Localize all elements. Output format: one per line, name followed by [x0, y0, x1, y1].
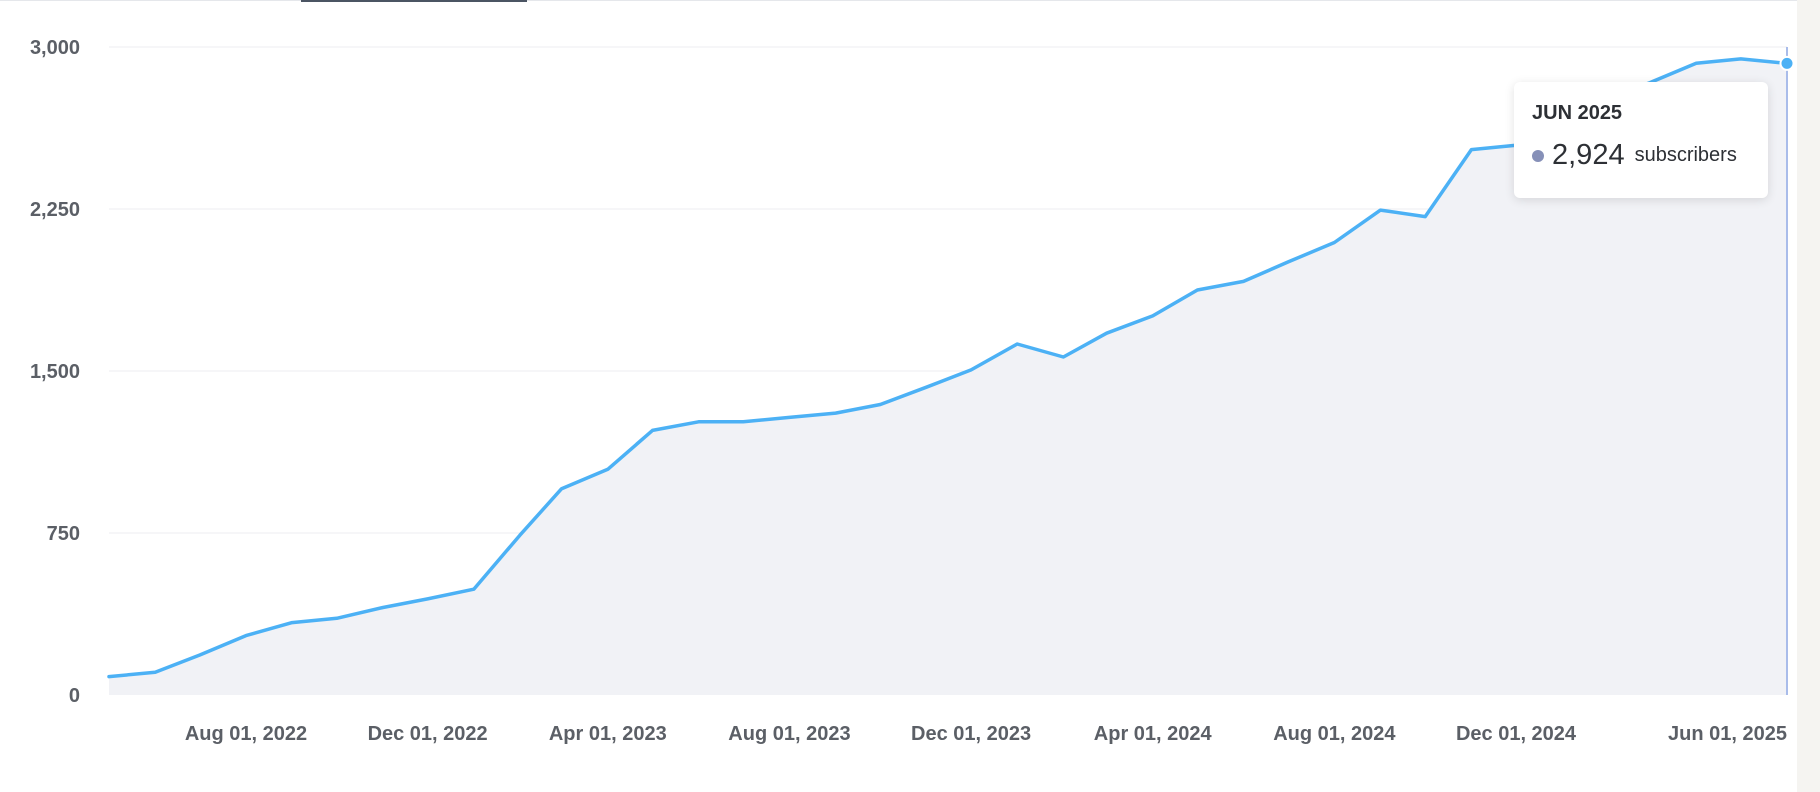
x-tick-label: Apr 01, 2023 [549, 723, 667, 745]
area-layer [109, 58, 1787, 695]
tooltip-unit: subscribers [1634, 144, 1737, 166]
series-dot-icon [1532, 149, 1544, 162]
tooltip-date: JUN 2025 [1532, 102, 1623, 124]
x-tick-label: Jun 01, 2025 [1668, 723, 1787, 745]
series-line [107, 57, 1789, 679]
y-tick-label: 750 [47, 523, 80, 545]
y-tick-label: 2,250 [30, 199, 80, 221]
x-tick-label: Dec 01, 2024 [1456, 723, 1577, 745]
active-tab-indicator[interactable] [301, 0, 527, 2]
y-axis-ticks: 0 750 1,500 2,250 3,000 [30, 37, 80, 707]
hover-point [1779, 55, 1795, 71]
y-tick-label: 1,500 [30, 361, 80, 383]
chart-tooltip: JUN 2025 2,924 subscribers [1514, 82, 1768, 198]
y-tick-label: 0 [69, 685, 80, 707]
x-tick-label: Apr 01, 2024 [1094, 723, 1213, 745]
x-tick-label: Dec 01, 2023 [911, 723, 1031, 745]
right-edge-strip [1797, 0, 1820, 792]
x-tick-label: Dec 01, 2022 [368, 723, 488, 745]
x-tick-label: Aug 01, 2022 [185, 723, 307, 745]
top-border [0, 0, 1820, 1]
line-layer [107, 57, 1789, 679]
tooltip-value: 2,924 [1552, 139, 1625, 171]
tooltip-row: 2,924 subscribers [1532, 139, 1750, 172]
series-area [109, 58, 1787, 695]
x-axis-ticks: Aug 01, 2022 Dec 01, 2022 Apr 01, 2023 Aug … [185, 723, 1787, 745]
hover-cursor [1779, 47, 1795, 695]
x-tick-label: Aug 01, 2024 [1273, 723, 1396, 745]
y-tick-label: 3,000 [30, 37, 80, 59]
x-tick-label: Aug 01, 2023 [728, 723, 850, 745]
